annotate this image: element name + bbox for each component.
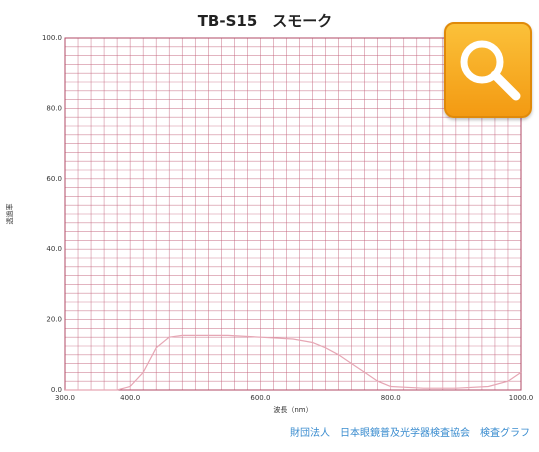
- plot-frame: [64, 37, 522, 391]
- x-tick-label: 800.0: [381, 394, 401, 402]
- x-tick-label: 600.0: [250, 394, 270, 402]
- chart-grid: [65, 38, 521, 390]
- y-tick-label: 60.0: [46, 175, 62, 183]
- footer-caption: 財団法人 日本眼鏡普及光学器検査協会 検査グラフ: [290, 428, 530, 439]
- series-line: [65, 334, 522, 391]
- y-tick-label: 100.0: [42, 34, 62, 42]
- x-axis-label: 波長（nm）: [273, 405, 312, 414]
- y-tick-labels: 0.0 20.0 40.0 60.0 80.0 100.0: [42, 34, 62, 394]
- series-layer: [65, 334, 522, 391]
- x-tick-labels: 300.0 400.0 600.0 800.0 1000.0: [55, 394, 533, 402]
- x-tick-label: 300.0: [55, 394, 75, 402]
- y-tick-label: 0.0: [51, 386, 62, 394]
- x-tick-label: 1000.0: [509, 394, 534, 402]
- chart-title: TB-S15 スモーク: [197, 12, 333, 30]
- y-tick-label: 80.0: [46, 104, 62, 112]
- magnifier-icon: [460, 40, 521, 101]
- x-tick-label: 400.0: [120, 394, 140, 402]
- y-axis-label: 透過率: [5, 204, 14, 225]
- y-tick-label: 40.0: [46, 245, 62, 253]
- y-tick-label: 20.0: [46, 316, 62, 324]
- zoom-button[interactable]: [444, 22, 532, 118]
